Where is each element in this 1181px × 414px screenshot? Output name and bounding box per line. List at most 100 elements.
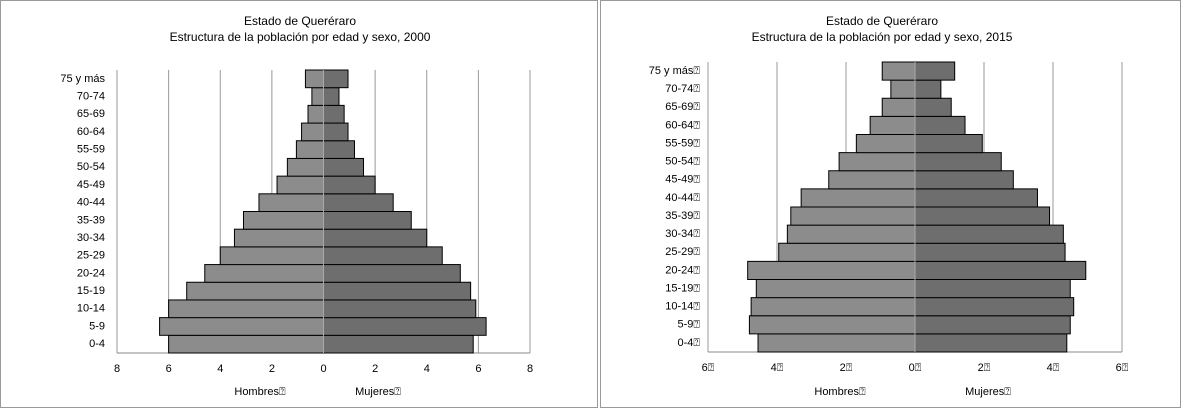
bar (242, 211, 324, 230)
bar (800, 188, 916, 208)
x-tick-label: 4⍰ (771, 362, 784, 374)
bar (186, 281, 324, 301)
y-tick-label: 45-49⍰ (665, 174, 700, 186)
y-tick-label: 75 y más (60, 73, 105, 85)
x-tick-label: 0 (320, 363, 326, 375)
bar (914, 206, 1051, 226)
bar (323, 299, 477, 319)
x-tick-label: 6⍰ (702, 362, 715, 374)
y-tick-label: 0-4 (89, 338, 105, 350)
bar (914, 61, 956, 81)
x-tick-label: 4⍰ (1047, 362, 1060, 374)
bar (323, 104, 345, 124)
bar (914, 315, 1071, 335)
x-tick-label: 6 (475, 363, 481, 375)
bar (323, 211, 412, 230)
chart-subtitle: Estructura de la población por edad y se… (752, 30, 1013, 44)
bar (168, 299, 324, 319)
y-tick-label: 20-24 (77, 267, 105, 279)
y-tick-label: 20-24⍰ (665, 264, 700, 276)
bar (750, 297, 916, 317)
bar (304, 69, 324, 89)
y-tick-label: 65-69⍰ (665, 101, 700, 113)
legend-label: Mujeres⍰ (355, 386, 401, 398)
chart-title: Estado de Queréraro (826, 14, 938, 28)
y-tick-label: 0-4⍰ (678, 337, 701, 349)
x-tick-label: 4 (424, 363, 430, 375)
y-tick-label: 55-59⍰ (665, 137, 700, 149)
y-tick-label: 5-9 (89, 320, 105, 332)
bar (855, 134, 916, 154)
y-tick-label: 15-19 (77, 285, 105, 297)
bar (757, 333, 916, 353)
bar (233, 228, 324, 248)
bar (914, 134, 983, 154)
bar (323, 87, 340, 106)
y-tick-label: 30-34⍰ (665, 228, 700, 240)
panel-border (0, 0, 598, 408)
y-tick-label: 25-29 (77, 250, 105, 262)
legend-label: Hombres⍰ (814, 386, 866, 398)
legend-label: Mujeres⍰ (965, 386, 1011, 398)
bar (914, 152, 1002, 172)
bar (914, 79, 942, 99)
bar (159, 317, 324, 336)
bar (168, 334, 324, 354)
bar (323, 317, 487, 336)
legend-label: Hombres⍰ (234, 386, 286, 398)
y-tick-label: 50-54 (77, 161, 105, 173)
x-tick-label: 8 (114, 363, 120, 375)
y-tick-label: 50-54⍰ (665, 156, 700, 168)
bar (323, 122, 349, 142)
y-tick-label: 75 y más⍰ (649, 65, 701, 77)
bar (748, 315, 916, 335)
y-tick-label: 5-9⍰ (678, 319, 701, 331)
x-tick-label: 6 (166, 363, 172, 375)
chart-title: Estado de Queréraro (244, 14, 356, 28)
bar (323, 175, 376, 195)
y-tick-label: 10-14 (77, 303, 105, 315)
bar (838, 152, 916, 172)
bar (881, 61, 916, 81)
bar (790, 206, 916, 226)
y-tick-label: 30-34 (77, 232, 105, 244)
bar (890, 79, 916, 99)
bar (778, 242, 916, 262)
x-tick-label: 8 (527, 363, 533, 375)
bar (786, 224, 916, 244)
bar (219, 246, 324, 266)
bar (914, 260, 1087, 280)
bar (311, 87, 324, 106)
y-tick-label: 70-74⍰ (665, 83, 700, 95)
bar (914, 188, 1038, 208)
y-tick-label: 25-29⍰ (665, 246, 700, 258)
y-tick-label: 40-44⍰ (665, 192, 700, 204)
bar (323, 157, 365, 177)
chart-subtitle: Estructura de la población por edad y se… (170, 30, 431, 44)
x-tick-label: 4 (217, 363, 223, 375)
bar (828, 170, 916, 190)
bar (914, 224, 1064, 244)
y-tick-label: 60-64⍰ (665, 119, 700, 131)
y-tick-label: 45-49 (77, 179, 105, 191)
bar (914, 170, 1014, 190)
y-tick-label: 10-14⍰ (665, 301, 700, 313)
bar (323, 69, 349, 89)
bar (869, 115, 916, 135)
bar (204, 264, 324, 283)
bar (286, 157, 324, 177)
bar (258, 193, 324, 212)
bar (914, 297, 1075, 317)
bar (307, 104, 325, 124)
bar (914, 242, 1066, 262)
bar (301, 122, 325, 142)
x-tick-label: 2⍰ (840, 362, 853, 374)
bar (323, 193, 394, 212)
bar (914, 333, 1068, 353)
y-tick-label: 70-74 (77, 90, 105, 102)
bar (323, 281, 472, 301)
bar (914, 97, 952, 117)
bar (295, 140, 325, 159)
